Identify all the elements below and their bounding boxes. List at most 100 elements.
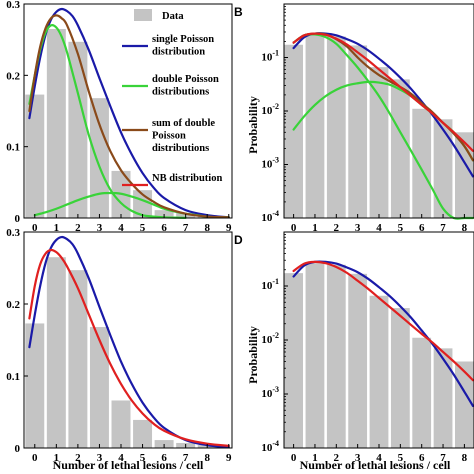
panel-c-bar-0 bbox=[25, 323, 45, 448]
panel-b-xtick-label-8: 8 bbox=[462, 222, 468, 234]
panel-c-ytick-label-0: 0 bbox=[15, 443, 21, 455]
panel-d-ytick-label-0: 10-4 bbox=[261, 439, 279, 454]
panel-b-bar-1 bbox=[305, 34, 325, 218]
panel-b-xtick-label-5: 5 bbox=[398, 222, 404, 234]
panel-a-xtick-label-9: 9 bbox=[226, 222, 232, 234]
panel-a-bar-3 bbox=[89, 98, 109, 218]
panel-d-bar-0 bbox=[284, 273, 303, 448]
panel-b-bar-3 bbox=[348, 45, 368, 219]
panel-d-bar-7 bbox=[433, 348, 453, 448]
panel-b-xtick-label-3: 3 bbox=[355, 222, 361, 234]
panel-d-xtick-label-1: 1 bbox=[312, 452, 318, 464]
panel-b-xtick-label-7: 7 bbox=[440, 222, 446, 234]
panel-c-xtick-label-0: 0 bbox=[32, 452, 38, 464]
panel-a-xtick-label-0: 0 bbox=[32, 222, 38, 234]
panel-c-frame bbox=[23, 231, 233, 449]
panel-c-curve-0 bbox=[28, 235, 230, 449]
panel-a-ytick-label-0: 0 bbox=[15, 213, 21, 225]
panel-c-xtick-label-2: 2 bbox=[75, 452, 81, 464]
panel-d-xtick-label-8: 8 bbox=[462, 452, 468, 464]
panel-a-xtick-label-1: 1 bbox=[54, 222, 60, 234]
panel-a-xtick-label-5: 5 bbox=[140, 222, 146, 234]
panel-d-xtick-label-0: 0 bbox=[291, 452, 297, 464]
panel-a-curve-3 bbox=[28, 14, 230, 219]
panel-d-xtick-label-6: 6 bbox=[419, 452, 425, 464]
panel-b-chart: 10-4 10-3 10-2 10-1 0 1 2 3 4 5 6 7 8 bbox=[261, 3, 474, 234]
panel-d-bar-2 bbox=[326, 264, 346, 448]
panel-a-xtick-label-3: 3 bbox=[97, 222, 103, 234]
x-axis-label-right: Number of lethal lesions / cell bbox=[300, 458, 451, 472]
panel-b-ytick-label-0: 10-4 bbox=[261, 209, 279, 224]
panel-a-chart: 0 0.1 0.2 0.3 0 1 2 3 4 5 6 7 8 9 bbox=[6, 0, 233, 234]
panel-d-ytick-label-2: 10-2 bbox=[261, 331, 279, 346]
panel-b-bar-0 bbox=[284, 44, 303, 219]
panel-a-xtick-label-7: 7 bbox=[183, 222, 189, 234]
panel-b-ytick-label-1: 10-3 bbox=[261, 156, 279, 171]
panel-a-xtick-label-2: 2 bbox=[75, 222, 81, 234]
panel-d-xtick-label-2: 2 bbox=[334, 452, 340, 464]
panel-label-d: D bbox=[234, 233, 243, 247]
panel-c-bar-3 bbox=[89, 327, 109, 448]
panel-c-ytick-label-3: 0.3 bbox=[6, 227, 20, 239]
panel-c-xtick-label-7: 7 bbox=[183, 452, 189, 464]
panel-c-curve-1 bbox=[28, 248, 230, 447]
panel-d-bar-1 bbox=[305, 263, 325, 448]
panel-a-bar-1 bbox=[46, 28, 66, 218]
panel-b-ytick-label-2: 10-2 bbox=[261, 102, 279, 117]
panel-b-bar-7 bbox=[433, 119, 453, 218]
panel-b-xtick-label-6: 6 bbox=[419, 222, 425, 234]
panel-c-chart: 0 0.1 0.2 0.3 0 1 2 3 4 5 6 7 8 9 bbox=[6, 227, 233, 464]
panel-a-xtick-label-4: 4 bbox=[118, 222, 124, 234]
panel-d-bar-4 bbox=[369, 295, 389, 448]
panel-d-ytick-label-1: 10-3 bbox=[261, 385, 279, 400]
legend-label-0: single Poisson distribution bbox=[152, 34, 214, 58]
panel-c-xtick-label-6: 6 bbox=[161, 452, 167, 464]
legend-label-2: sum of double Poisson distributions bbox=[152, 118, 215, 154]
panel-c-bar-1 bbox=[46, 257, 66, 448]
panel-b-curve-4 bbox=[292, 32, 474, 152]
panel-c-bar-4 bbox=[111, 400, 131, 448]
panel-a-bar-0 bbox=[25, 94, 45, 218]
legend-data-label: Data bbox=[162, 11, 184, 22]
panel-c-xtick-label-4: 4 bbox=[118, 452, 124, 464]
panel-a-ytick-label-1: 0.1 bbox=[6, 142, 20, 154]
panel-d-xtick-label-5: 5 bbox=[398, 452, 404, 464]
panel-b-xtick-label-4: 4 bbox=[376, 222, 382, 234]
panel-d-chart: 10-4 10-3 10-2 10-1 0 1 2 3 4 5 6 7 8 bbox=[261, 231, 474, 464]
panel-a-ytick-label-2: 0.2 bbox=[6, 70, 20, 82]
panel-c-xtick-label-5: 5 bbox=[140, 452, 146, 464]
panel-a-ytick-label-3: 0.3 bbox=[6, 0, 20, 11]
panel-d-ytick-label-3: 10-1 bbox=[261, 277, 279, 292]
panel-label-b: B bbox=[234, 5, 243, 19]
panel-c-xtick-label-1: 1 bbox=[54, 452, 60, 464]
panel-a-bar-2 bbox=[68, 41, 88, 219]
panel-a-xtick-label-8: 8 bbox=[204, 222, 210, 234]
panel-c-bar-2 bbox=[68, 270, 88, 448]
legend-label-3: NB distribution bbox=[152, 173, 222, 184]
panel-c-ytick-label-2: 0.2 bbox=[6, 299, 20, 311]
panel-a-frame bbox=[23, 3, 233, 219]
legend: Data single Poisson distribution double Poi… bbox=[122, 9, 222, 187]
x-axis-label-left: Number of lethal lesions / cell bbox=[53, 458, 204, 472]
panel-d-xtick-label-7: 7 bbox=[440, 452, 446, 464]
panel-b-xtick-label-1: 1 bbox=[312, 222, 318, 234]
panel-d-xtick-label-4: 4 bbox=[376, 452, 382, 464]
panel-b-curve-1 bbox=[292, 33, 474, 220]
panel-b-bar-5 bbox=[390, 79, 410, 218]
panel-c-xtick-label-3: 3 bbox=[97, 452, 103, 464]
panel-a-curve-1 bbox=[28, 24, 187, 219]
panel-c-xtick-label-8: 8 bbox=[204, 452, 210, 464]
y-axis-label-bottom: Probability bbox=[246, 326, 260, 384]
panel-d-bar-3 bbox=[348, 273, 368, 448]
panel-c-xtick-label-9: 9 bbox=[226, 452, 232, 464]
legend-data-swatch bbox=[134, 9, 152, 21]
panel-b-xtick-label-2: 2 bbox=[334, 222, 340, 234]
panel-d-xtick-label-3: 3 bbox=[355, 452, 361, 464]
legend-label-1: double Poisson distributions bbox=[152, 74, 219, 98]
panel-d-curve-0 bbox=[292, 260, 474, 408]
panel-c-bar-5 bbox=[133, 419, 153, 448]
panel-d-bar-5 bbox=[390, 308, 410, 448]
panel-b-bar-6 bbox=[412, 108, 432, 218]
panel-c-ytick-label-1: 0.1 bbox=[6, 371, 20, 383]
